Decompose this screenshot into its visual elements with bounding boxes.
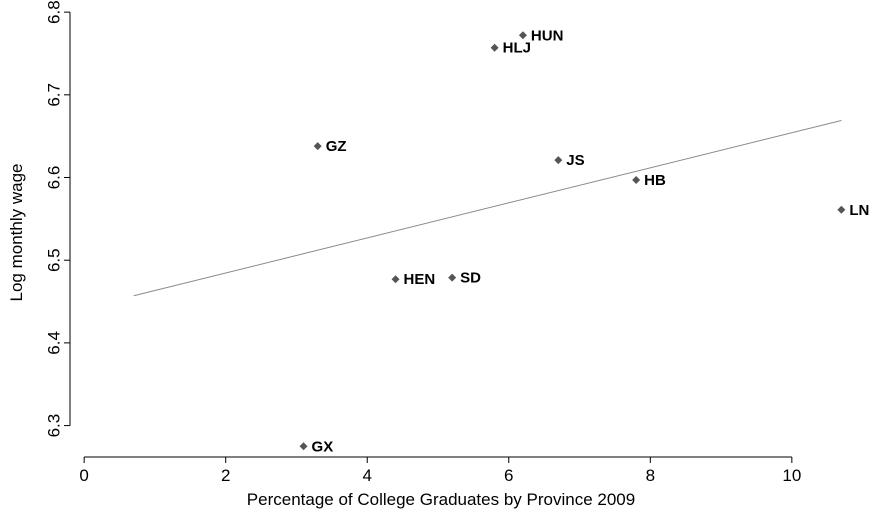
data-point-label: HB (644, 172, 666, 189)
data-point-label: LN (849, 202, 869, 219)
x-tick-label: 0 (79, 466, 88, 485)
data-point-label: HUN (531, 27, 564, 44)
y-tick-label: 6.8 (44, 0, 63, 24)
x-tick-label: 4 (362, 466, 371, 485)
y-axis-title: Log monthly wage (7, 164, 26, 302)
x-tick-label: 2 (221, 466, 230, 485)
data-point-label: HEN (404, 271, 436, 288)
y-ticks: 6.3 6.4 6.5 6.6 6.7 6.8 (44, 0, 70, 437)
data-point (391, 275, 400, 284)
data-point-label: HLJ (503, 40, 531, 57)
data-point-label: GX (312, 438, 334, 455)
data-point (448, 273, 457, 282)
x-ticks: 0 2 4 6 8 10 (79, 457, 801, 485)
fitted-regression-line (133, 119, 842, 297)
data-point (632, 175, 641, 184)
data-point (554, 156, 563, 165)
data-point-label: JS (566, 152, 584, 169)
data-point (490, 43, 499, 52)
x-axis-title: Percentage of College Graduates by Provi… (247, 490, 635, 509)
data-point-label: SD (460, 270, 481, 287)
x-axis: 0 2 4 6 8 10 (79, 456, 801, 485)
y-tick-label: 6.3 (44, 414, 63, 438)
y-tick-label: 6.6 (44, 166, 63, 190)
x-tick-label: 10 (782, 466, 801, 485)
data-point (837, 205, 846, 214)
x-tick-label: 8 (646, 466, 655, 485)
x-tick-label: 6 (504, 466, 513, 485)
y-tick-label: 6.5 (44, 248, 63, 272)
data-point (313, 142, 322, 151)
data-point (299, 442, 308, 451)
y-tick-label: 6.4 (44, 331, 63, 355)
data-point-label: GZ (326, 138, 347, 155)
y-tick-label: 6.7 (44, 83, 63, 107)
data-point (518, 31, 527, 40)
y-axis: 6.3 6.4 6.5 6.6 6.7 6.8 (44, 0, 71, 437)
